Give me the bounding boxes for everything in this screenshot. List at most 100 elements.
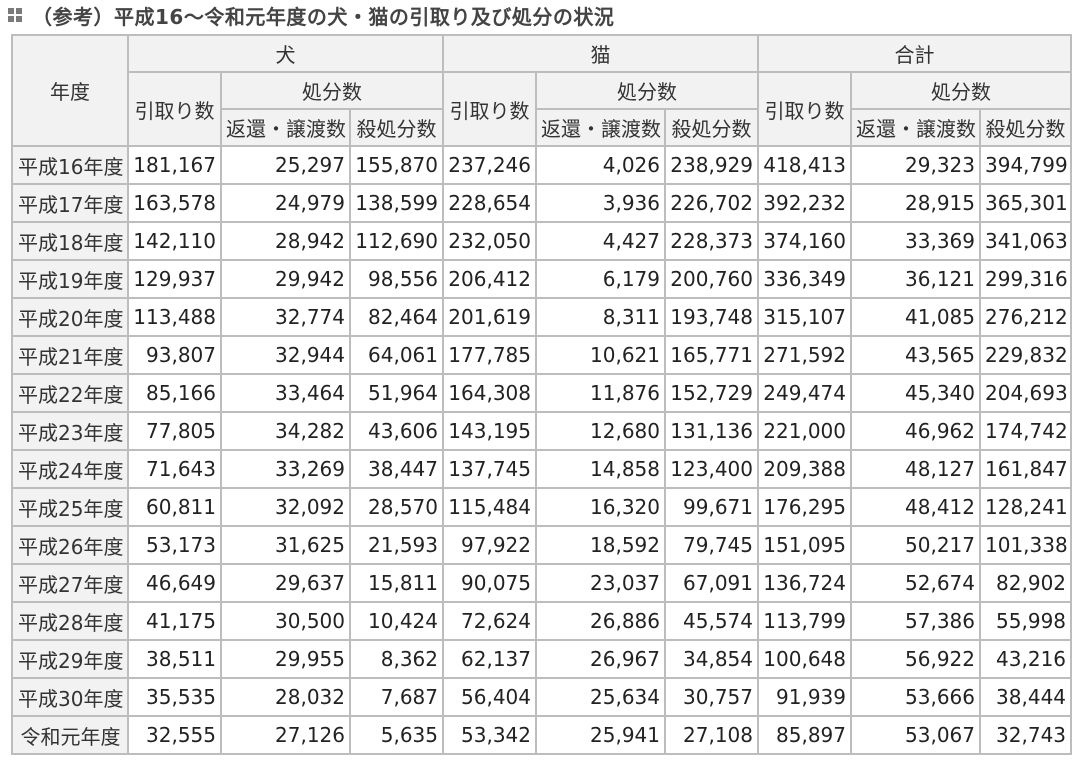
dog-return-cell: 25,297: [220, 145, 351, 185]
dog-intake-cell: 38,511: [127, 639, 222, 679]
table-row: 平成26年度 53,173 31,625 21,593 97,922 18,592 79,7…: [11, 525, 1073, 565]
table-row: 平成27年度 46,649 29,637 15,811 90,075 23,037 67,0…: [11, 563, 1073, 603]
row-year-cell: 平成23年度: [11, 411, 129, 451]
table-row: 平成20年度 113,488 32,774 82,464 201,619 8,311 193…: [11, 297, 1073, 337]
total-return-cell: 56,922: [850, 639, 981, 679]
year-header: 年度: [11, 34, 129, 147]
cat-return-cell: 11,876: [535, 373, 666, 413]
total-return-cell: 43,565: [850, 335, 981, 375]
dog-kill-cell: 82,464: [349, 297, 444, 337]
cat-return-cell: 25,941: [535, 715, 666, 755]
total-return-header: 返還・譲渡数: [850, 108, 981, 147]
total-return-cell: 53,666: [850, 677, 981, 717]
total-return-cell: 33,369: [850, 221, 981, 261]
cat-return-header: 返還・譲渡数: [535, 108, 666, 147]
cat-return-cell: 4,427: [535, 221, 666, 261]
cat-return-cell: 14,858: [535, 449, 666, 489]
cat-intake-cell: 115,484: [442, 487, 537, 527]
total-intake-cell: 85,897: [757, 715, 852, 755]
cat-return-cell: 10,621: [535, 335, 666, 375]
dog-kill-cell: 38,447: [349, 449, 444, 489]
cat-intake-cell: 143,195: [442, 411, 537, 451]
total-return-cell: 29,323: [850, 145, 981, 185]
cat-kill-cell: 131,136: [664, 411, 759, 451]
dog-return-cell: 32,092: [220, 487, 351, 527]
cat-kill-cell: 238,929: [664, 145, 759, 185]
dog-disposal-header: 処分数: [220, 71, 444, 110]
cat-intake-cell: 177,785: [442, 335, 537, 375]
cat-disposal-header: 処分数: [535, 71, 759, 110]
row-year-cell: 平成27年度: [11, 563, 129, 603]
cat-group-header: 猫: [442, 34, 759, 73]
total-kill-cell: 32,743: [978, 715, 1073, 755]
row-year-cell: 平成29年度: [11, 639, 129, 679]
cat-kill-cell: 123,400: [664, 449, 759, 489]
dog-kill-cell: 98,556: [349, 259, 444, 299]
dog-intake-cell: 113,488: [127, 297, 222, 337]
total-return-cell: 48,127: [850, 449, 981, 489]
cat-intake-cell: 201,619: [442, 297, 537, 337]
dog-kill-cell: 28,570: [349, 487, 444, 527]
dog-kill-cell: 64,061: [349, 335, 444, 375]
dog-return-cell: 28,032: [220, 677, 351, 717]
cat-intake-cell: 164,308: [442, 373, 537, 413]
total-kill-cell: 55,998: [978, 601, 1073, 641]
dog-intake-cell: 85,166: [127, 373, 222, 413]
total-intake-cell: 221,000: [757, 411, 852, 451]
dog-intake-cell: 46,649: [127, 563, 222, 603]
dog-intake-cell: 60,811: [127, 487, 222, 527]
total-intake-cell: 336,349: [757, 259, 852, 299]
total-intake-cell: 100,648: [757, 639, 852, 679]
grid-icon: [8, 8, 22, 22]
table-row: 平成23年度 77,805 34,282 43,606 143,195 12,680 131…: [11, 411, 1073, 451]
total-return-cell: 41,085: [850, 297, 981, 337]
cat-intake-cell: 53,342: [442, 715, 537, 755]
cat-intake-cell: 206,412: [442, 259, 537, 299]
header-row-groups: 年度 犬 猫 合計: [11, 34, 1073, 147]
dog-intake-cell: 142,110: [127, 221, 222, 261]
dog-intake-cell: 53,173: [127, 525, 222, 565]
table-body: 平成16年度 181,167 25,297 155,870 237,246 4,026 23…: [11, 145, 1073, 755]
cat-intake-header: 引取り数: [442, 71, 537, 147]
cat-intake-cell: 228,654: [442, 183, 537, 223]
cat-kill-cell: 152,729: [664, 373, 759, 413]
row-year-cell: 平成20年度: [11, 297, 129, 337]
dog-intake-cell: 77,805: [127, 411, 222, 451]
dog-return-cell: 28,942: [220, 221, 351, 261]
total-return-cell: 48,412: [850, 487, 981, 527]
total-kill-cell: 101,338: [978, 525, 1073, 565]
cat-return-cell: 8,311: [535, 297, 666, 337]
dog-intake-cell: 129,937: [127, 259, 222, 299]
cat-return-cell: 3,936: [535, 183, 666, 223]
dog-return-cell: 24,979: [220, 183, 351, 223]
total-intake-cell: 374,160: [757, 221, 852, 261]
table-row: 平成18年度 142,110 28,942 112,690 232,050 4,427 22…: [11, 221, 1073, 261]
total-return-cell: 53,067: [850, 715, 981, 755]
total-kill-cell: 161,847: [978, 449, 1073, 489]
cat-intake-cell: 232,050: [442, 221, 537, 261]
total-intake-cell: 418,413: [757, 145, 852, 185]
row-year-cell: 令和元年度: [11, 715, 129, 755]
dog-return-cell: 29,637: [220, 563, 351, 603]
dog-kill-cell: 10,424: [349, 601, 444, 641]
cat-return-cell: 25,634: [535, 677, 666, 717]
total-return-cell: 45,340: [850, 373, 981, 413]
total-intake-cell: 91,939: [757, 677, 852, 717]
total-kill-cell: 204,693: [978, 373, 1073, 413]
table-header: 年度 犬 猫 合計 引取り数 処分数 引取り数 処分数 引取り数 処分数 返還・…: [11, 34, 1073, 147]
dog-return-cell: 33,269: [220, 449, 351, 489]
cat-kill-header: 殺処分数: [664, 108, 759, 147]
total-group-header: 合計: [756, 34, 1073, 73]
total-return-cell: 28,915: [850, 183, 981, 223]
table-row: 平成29年度 38,511 29,955 8,362 62,137 26,967 34,85…: [11, 639, 1073, 679]
dog-kill-cell: 15,811: [349, 563, 444, 603]
table-row: 平成17年度 163,578 24,979 138,599 228,654 3,936 22…: [11, 183, 1073, 223]
cat-return-cell: 26,967: [535, 639, 666, 679]
cat-return-cell: 12,680: [535, 411, 666, 451]
dog-return-cell: 30,500: [220, 601, 351, 641]
total-intake-cell: 209,388: [757, 449, 852, 489]
cat-intake-cell: 56,404: [442, 677, 537, 717]
dog-return-header: 返還・譲渡数: [220, 108, 351, 147]
cat-kill-cell: 226,702: [664, 183, 759, 223]
total-kill-cell: 276,212: [978, 297, 1073, 337]
